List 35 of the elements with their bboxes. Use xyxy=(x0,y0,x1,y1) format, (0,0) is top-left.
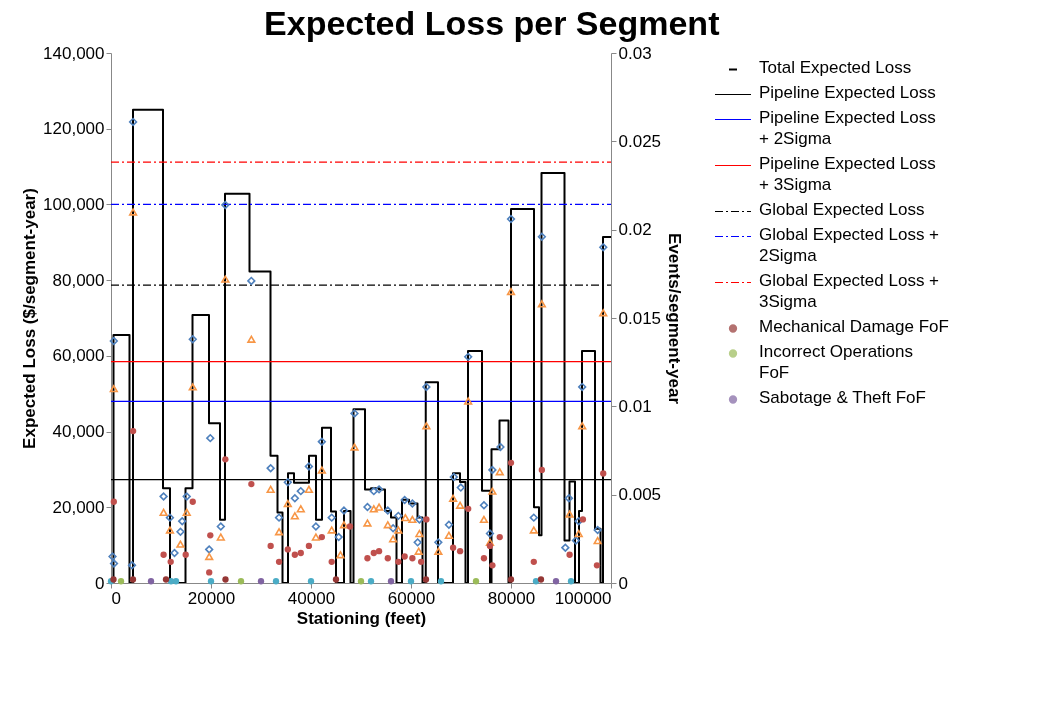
legend-label: Global Expected Loss + 2Sigma xyxy=(759,225,940,265)
y-tick-label: 80,000 xyxy=(52,270,105,290)
legend-label: Pipeline Expected Loss + 2Sigma xyxy=(759,108,936,148)
y-axis-title: Expected Loss ($/segment-year) xyxy=(20,188,40,449)
y2-tick-label: 0.005 xyxy=(618,485,662,505)
legend-label: Mechanical Damage FoF xyxy=(759,317,949,336)
y2-tick-label: 0.01 xyxy=(618,396,652,416)
y-tick-label: 60,000 xyxy=(52,346,105,366)
legend-label: Incorrect Operations FoF xyxy=(759,342,914,382)
y2-tick-label: 0.03 xyxy=(618,43,652,63)
legend-label: Pipeline Expected Loss xyxy=(759,83,936,102)
legend-label: Pipeline Expected Loss + 3Sigma xyxy=(759,154,936,194)
y-tick-label: 0 xyxy=(95,573,105,593)
y-tick-label: 140,000 xyxy=(43,43,105,63)
x-tick-label: 60000 xyxy=(387,588,436,608)
x-tick-label: 100000 xyxy=(554,588,612,608)
x-tick-label: 20000 xyxy=(187,588,236,608)
y2-tick-label: 0.02 xyxy=(618,220,652,240)
y2-tick-label: 0.025 xyxy=(618,131,662,151)
y-tick-label: 40,000 xyxy=(52,422,105,442)
x-axis-title: Stationing (feet) xyxy=(296,608,427,628)
y-tick-label: 120,000 xyxy=(43,119,105,139)
y2-tick-label: 0 xyxy=(618,573,628,593)
legend-label: Global Expected Loss xyxy=(759,200,925,219)
y2-axis-title: Events/segment-year xyxy=(665,232,685,405)
x-tick-label: 80000 xyxy=(487,588,536,608)
legend-label: Total Expected Loss xyxy=(759,58,912,77)
y-tick-label: 20,000 xyxy=(52,497,105,517)
x-tick-label: 40000 xyxy=(287,588,336,608)
legend-label: Global Expected Loss + 3Sigma xyxy=(759,271,940,311)
legend-label: Sabotage & Theft FoF xyxy=(759,388,926,407)
y-tick-label: 100,000 xyxy=(43,194,105,214)
y2-tick-label: 0.015 xyxy=(618,308,662,328)
x-tick-label: 0 xyxy=(111,588,121,608)
chart-title: Expected Loss per Segment xyxy=(264,4,720,42)
